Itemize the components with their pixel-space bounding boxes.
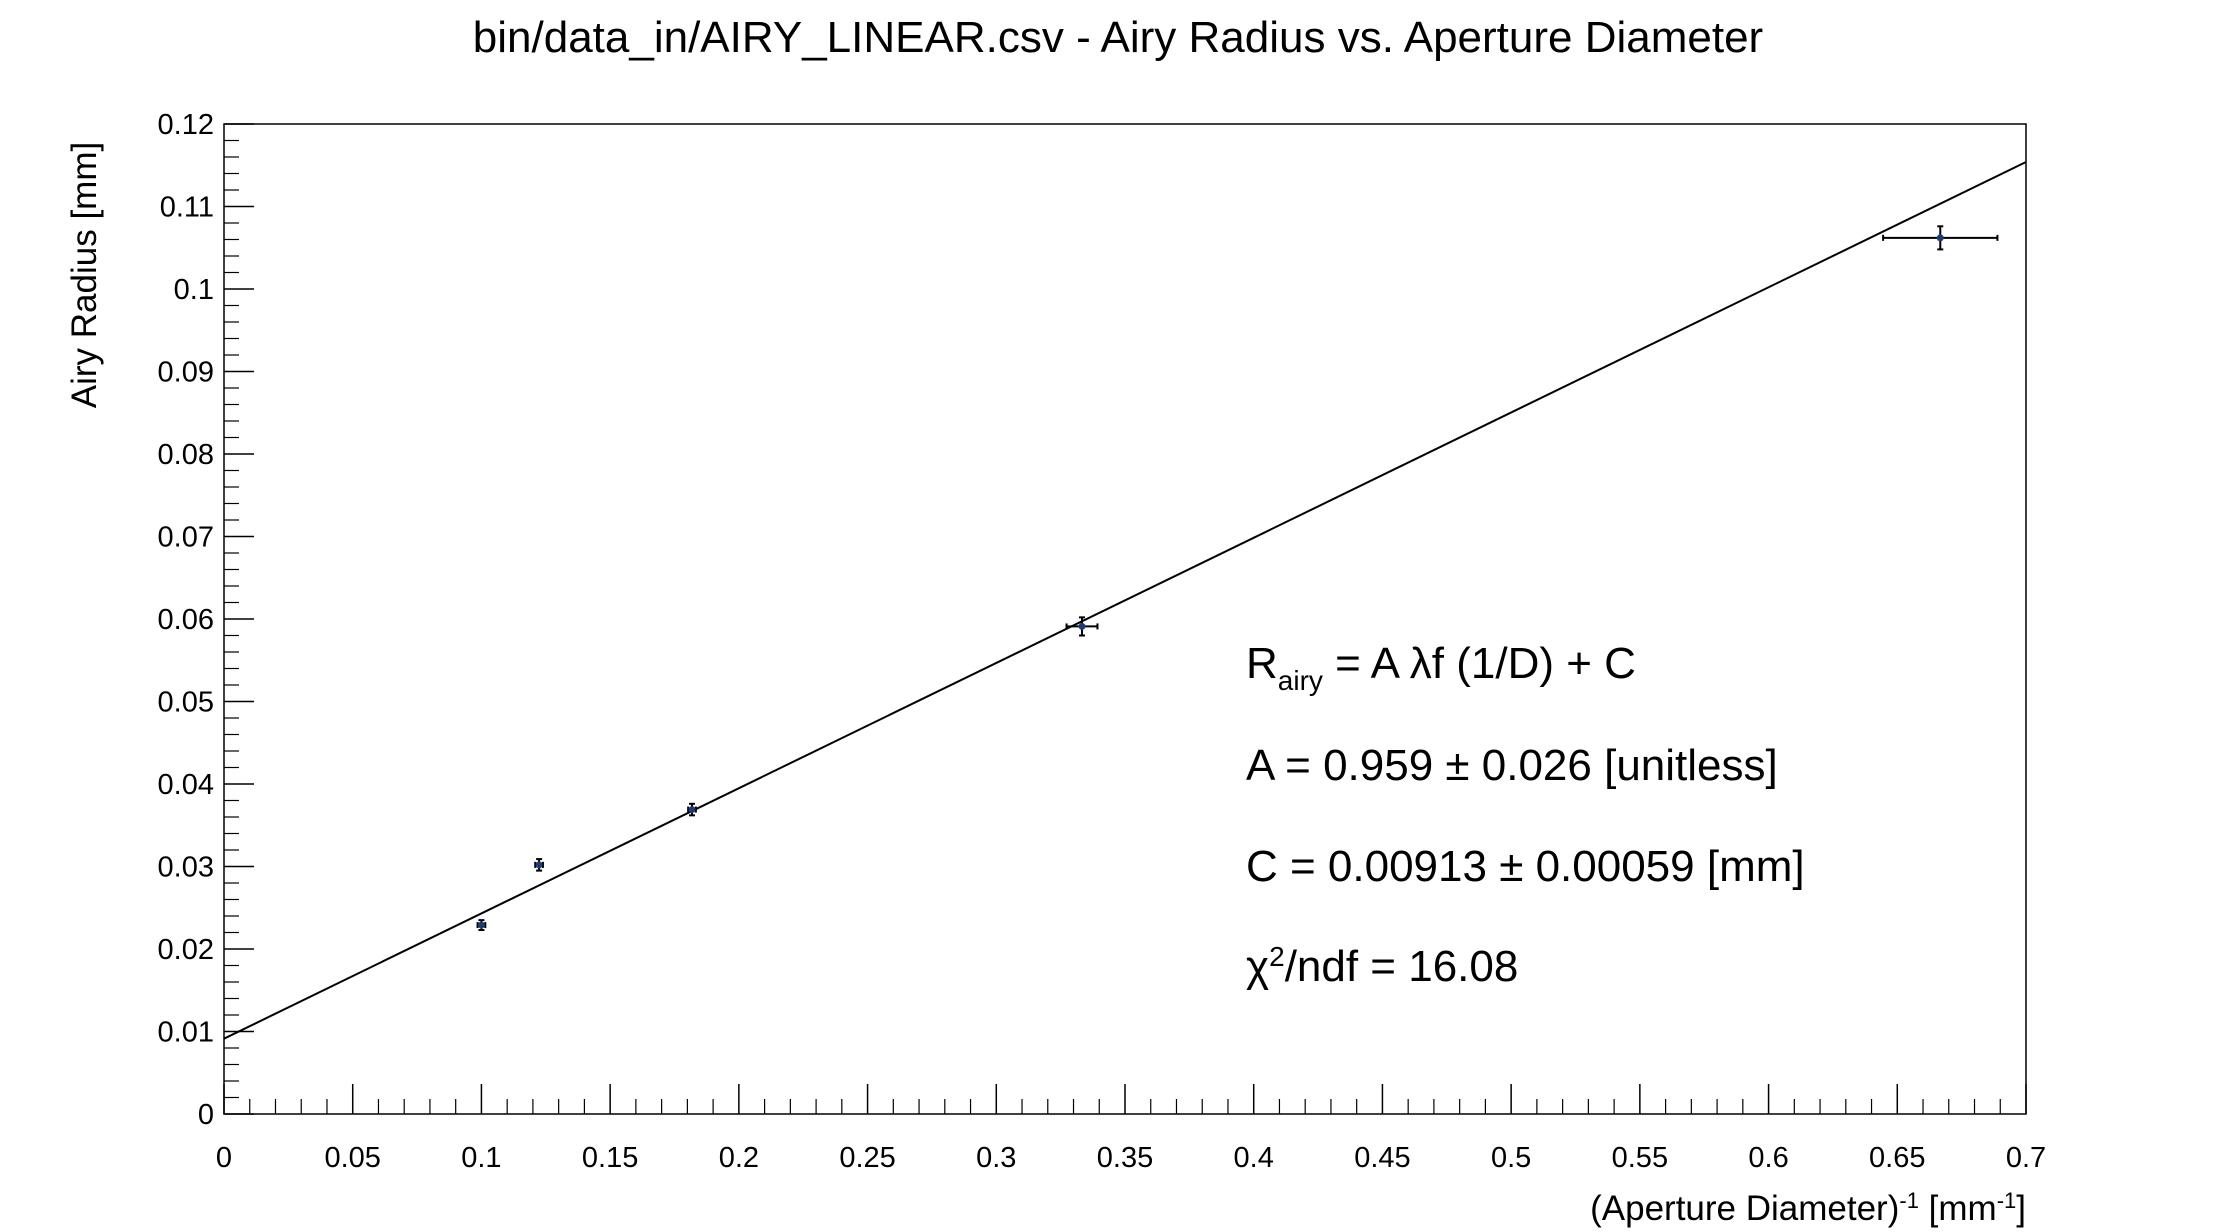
y-tick-label: 0.09 [158, 357, 214, 389]
y-tick-label: 0.01 [158, 1017, 214, 1049]
chart-title: bin/data_in/AIRY_LINEAR.csv - Airy Radiu… [473, 13, 1763, 62]
y-tick-label: 0.11 [160, 192, 214, 224]
x-axis-title: (Aperture Diameter)-1 [mm-1] [1590, 1188, 2026, 1229]
y-axis: 0 0.01 0.02 0.03 0.04 0.05 0.06 0.07 0.08 0.09 0.1… [158, 109, 254, 1131]
x-tick-label: 0 [216, 1142, 232, 1174]
point-marker [477, 921, 485, 929]
y-tick-label: 0.05 [158, 687, 214, 719]
fit-formula-r: R [1246, 639, 1278, 688]
fit-formula-sub: airy [1278, 665, 1323, 696]
fit-line [223, 161, 2027, 1040]
point-marker [1078, 622, 1086, 630]
x-axis-title-sup2: -1 [1997, 1188, 2017, 1213]
x-tick-label: 0.35 [1097, 1142, 1153, 1174]
data-point [687, 802, 697, 817]
y-axis-title: Airy Radius [mm] [65, 142, 104, 408]
x-tick-label: 0.45 [1354, 1142, 1410, 1174]
y-tick-label: 0.04 [158, 769, 214, 801]
fit-chi2-rest: /ndf = 16.08 [1285, 942, 1519, 991]
y-tick-label: 0.03 [158, 852, 214, 884]
data-point [476, 919, 487, 932]
x-tick-label: 0.6 [1748, 1142, 1788, 1174]
fit-chi2-chi: χ [1246, 942, 1269, 991]
point-marker [688, 806, 696, 814]
fit-formula: Rairy = A λf (1/D) + C [1246, 639, 1636, 696]
y-tick-label: 0.06 [158, 604, 214, 636]
fit-formula-rest: = A λf (1/D) + C [1323, 639, 1636, 688]
y-tick-label: 0.1 [174, 274, 214, 306]
point-marker [1936, 234, 1944, 242]
x-tick-label: 0.25 [839, 1142, 895, 1174]
y-tick-label: 0 [198, 1099, 214, 1131]
x-tick-label: 0.7 [2006, 1142, 2046, 1174]
fit-chi2: χ2/ndf = 16.08 [1246, 941, 1518, 992]
x-tick-label: 0.5 [1491, 1142, 1531, 1174]
x-tick-label: 0.2 [719, 1142, 759, 1174]
x-tick-label: 0.3 [976, 1142, 1016, 1174]
x-tick-label: 0.4 [1234, 1142, 1274, 1174]
x-tick-label: 0.1 [461, 1142, 501, 1174]
y-tick-label: 0.07 [158, 522, 214, 554]
data-points [476, 225, 1999, 932]
y-tick-label: 0.08 [158, 439, 214, 471]
x-axis-title-base: (Aperture Diameter) [1590, 1189, 1899, 1228]
x-axis-title-end: ] [2016, 1189, 2026, 1228]
x-axis-title-mid: [mm [1919, 1189, 1997, 1228]
data-point [1065, 616, 1099, 637]
x-tick-label: 0.15 [582, 1142, 638, 1174]
data-point [1882, 225, 1999, 251]
plot-frame [223, 123, 2027, 1115]
data-point [534, 858, 544, 872]
fit-chi2-sup: 2 [1269, 941, 1285, 972]
x-tick-label: 0.05 [324, 1142, 380, 1174]
x-tick-label: 0.65 [1869, 1142, 1925, 1174]
x-tick-label: 0.55 [1612, 1142, 1668, 1174]
fit-a-value: A = 0.959 ± 0.026 [unitless] [1246, 741, 1778, 790]
fit-c-value: C = 0.00913 ± 0.00059 [mm] [1246, 842, 1805, 891]
x-axis: 0 0.05 0.1 0.15 0.2 0.25 0.3 0.35 0.4 0.45 0.5 0.55… [216, 1084, 2046, 1174]
x-axis-title-sup: -1 [1899, 1188, 1919, 1213]
point-marker [535, 861, 543, 869]
y-tick-label: 0.12 [158, 109, 214, 141]
y-tick-label: 0.02 [158, 934, 214, 966]
